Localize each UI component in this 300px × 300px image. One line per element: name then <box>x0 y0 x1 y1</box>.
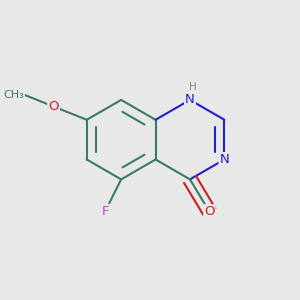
Text: CH₃: CH₃ <box>3 90 24 100</box>
Text: N: N <box>220 153 229 166</box>
Text: O: O <box>48 100 59 113</box>
Text: F: F <box>101 205 109 218</box>
Text: H: H <box>189 82 196 92</box>
Text: O: O <box>204 205 214 218</box>
Text: N: N <box>185 93 195 106</box>
